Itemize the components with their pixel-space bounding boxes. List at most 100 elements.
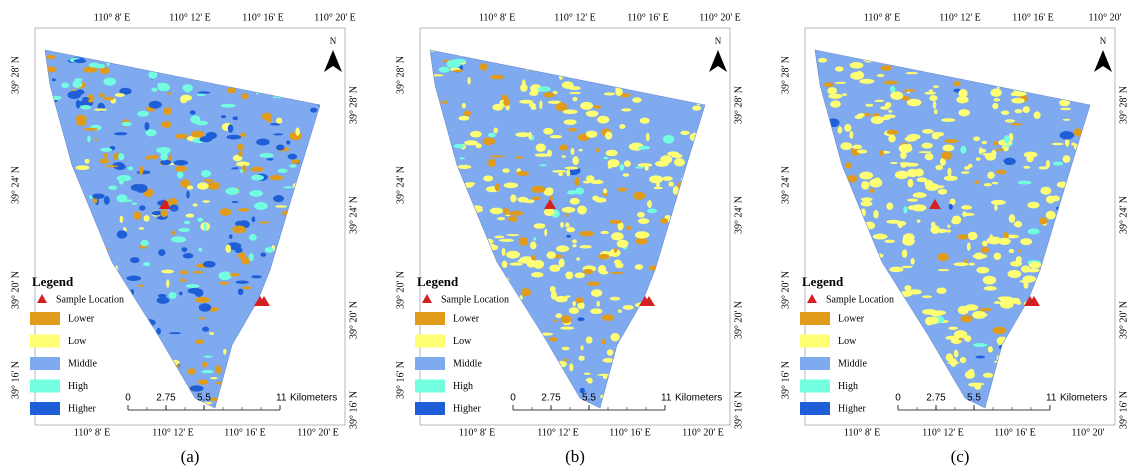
land-patch bbox=[530, 84, 542, 93]
land-patch bbox=[995, 169, 1007, 175]
land-patch bbox=[828, 212, 840, 216]
land-patch bbox=[308, 220, 320, 227]
land-patch bbox=[638, 334, 649, 342]
land-patch bbox=[1024, 400, 1029, 407]
land-patch bbox=[1067, 302, 1082, 306]
land-patch bbox=[657, 347, 670, 356]
land-patch bbox=[605, 386, 615, 396]
land-patch bbox=[105, 306, 110, 312]
land-patch bbox=[692, 190, 702, 197]
land-patch bbox=[218, 271, 232, 281]
land-patch bbox=[948, 326, 958, 330]
land-patch bbox=[861, 180, 870, 190]
land-patch bbox=[76, 352, 91, 357]
land-patch bbox=[278, 251, 285, 260]
land-patch bbox=[530, 386, 540, 393]
land-patch bbox=[957, 234, 969, 240]
land-patch bbox=[891, 311, 902, 316]
land-patch bbox=[700, 195, 705, 198]
legend-label: Low bbox=[68, 336, 87, 347]
land-patch bbox=[296, 351, 309, 355]
land-patch bbox=[53, 397, 63, 402]
land-patch bbox=[453, 144, 465, 149]
land-patch bbox=[244, 358, 258, 365]
land-patch bbox=[637, 218, 650, 224]
land-patch bbox=[924, 153, 934, 161]
land-patch bbox=[1064, 345, 1072, 349]
land-patch bbox=[618, 309, 622, 313]
land-patch bbox=[89, 392, 95, 396]
legend-swatch bbox=[30, 312, 60, 325]
land-patch bbox=[483, 175, 494, 182]
land-patch bbox=[452, 263, 462, 273]
land-patch bbox=[535, 363, 544, 370]
land-patch bbox=[121, 121, 132, 127]
land-patch bbox=[1085, 302, 1090, 311]
left-coordinate-label: 39° 24' N bbox=[395, 166, 406, 204]
land-patch bbox=[83, 127, 99, 131]
land-patch bbox=[902, 236, 915, 246]
land-patch bbox=[978, 147, 983, 155]
land-patch bbox=[49, 95, 62, 101]
land-patch bbox=[466, 182, 476, 186]
land-patch bbox=[870, 356, 884, 362]
land-patch bbox=[693, 312, 705, 322]
land-patch bbox=[1055, 246, 1063, 252]
land-patch bbox=[639, 117, 650, 124]
land-patch bbox=[850, 229, 861, 235]
land-patch bbox=[461, 102, 466, 109]
land-patch bbox=[1076, 175, 1088, 181]
land-patch bbox=[470, 130, 482, 138]
land-patch bbox=[185, 284, 200, 288]
land-patch bbox=[59, 168, 69, 171]
land-patch bbox=[456, 198, 463, 201]
land-patch bbox=[901, 265, 913, 269]
land-patch bbox=[482, 263, 493, 269]
legend-label: Low bbox=[838, 336, 857, 347]
land-patch bbox=[235, 280, 249, 284]
land-patch bbox=[898, 143, 913, 153]
land-patch bbox=[271, 334, 279, 341]
land-patch bbox=[1013, 397, 1021, 400]
land-patch bbox=[548, 366, 561, 374]
land-patch bbox=[82, 66, 98, 73]
land-patch bbox=[609, 271, 625, 274]
land-patch bbox=[632, 191, 646, 200]
land-patch bbox=[983, 286, 997, 291]
land-patch bbox=[1087, 357, 1090, 363]
land-patch bbox=[153, 50, 157, 59]
legend-swatch bbox=[415, 402, 445, 415]
land-patch bbox=[1037, 369, 1045, 374]
land-patch bbox=[501, 339, 508, 346]
land-patch bbox=[271, 77, 282, 85]
land-patch bbox=[515, 132, 531, 138]
scale-bar-unit: Kilometers bbox=[290, 393, 337, 404]
land-patch bbox=[524, 366, 538, 374]
land-patch bbox=[77, 222, 82, 230]
land-patch bbox=[660, 217, 668, 224]
land-patch bbox=[533, 237, 537, 241]
land-patch bbox=[585, 378, 592, 382]
land-patch bbox=[674, 78, 683, 88]
land-patch bbox=[906, 98, 922, 107]
land-patch bbox=[675, 304, 687, 307]
land-patch bbox=[570, 147, 575, 155]
land-patch bbox=[139, 165, 144, 175]
scale-bar-label: 0 bbox=[895, 393, 901, 404]
land-patch bbox=[518, 335, 531, 343]
land-patch bbox=[572, 96, 578, 102]
land-patch bbox=[934, 109, 938, 115]
legend-label: Middle bbox=[453, 358, 482, 369]
land-patch bbox=[201, 369, 214, 374]
land-patch bbox=[185, 85, 191, 93]
land-patch bbox=[680, 130, 690, 135]
land-patch bbox=[197, 217, 204, 222]
legend-title: Legend bbox=[417, 274, 459, 289]
land-patch bbox=[849, 62, 864, 69]
land-patch bbox=[1068, 380, 1073, 385]
top-coordinate-label: 110° 8' E bbox=[479, 12, 516, 23]
land-patch bbox=[1068, 362, 1079, 369]
land-patch bbox=[313, 294, 320, 301]
land-patch bbox=[958, 88, 968, 98]
right-coordinate-label: 39° 20' N bbox=[348, 301, 359, 339]
